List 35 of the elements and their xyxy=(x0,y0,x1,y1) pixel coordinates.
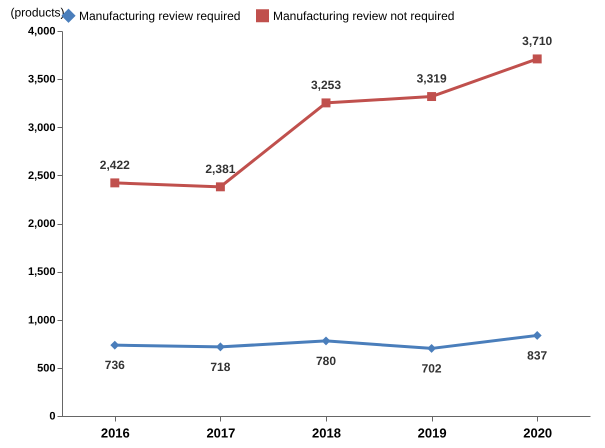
data-label: 718 xyxy=(210,360,231,374)
x-tick-label: 2017 xyxy=(206,426,236,440)
y-tick-label: 1,000 xyxy=(28,314,56,326)
y-tick-label: 2,500 xyxy=(28,170,56,182)
x-tick-label: 2020 xyxy=(523,426,552,440)
point xyxy=(532,330,542,340)
x-tick-label: 2016 xyxy=(100,426,130,440)
data-label: 2,381 xyxy=(205,162,236,176)
data-label: 3,253 xyxy=(310,78,342,92)
data-label: 3,319 xyxy=(416,72,447,86)
y-tick-label: 3,000 xyxy=(28,122,56,134)
x-tick-label: 2018 xyxy=(312,426,341,440)
point xyxy=(216,182,225,192)
y-tick-label: 2,000 xyxy=(28,218,56,230)
y-axis-title: (products) xyxy=(10,6,65,20)
data-label: 837 xyxy=(527,348,548,362)
data-label: 2,422 xyxy=(100,158,130,172)
x-tick-label: 2019 xyxy=(418,426,447,440)
y-tick-label: 0 xyxy=(49,410,56,422)
legend-label: Manufacturing review required xyxy=(79,8,240,23)
y-tick-label: 4,000 xyxy=(28,26,56,38)
y-tick-label: 1,500 xyxy=(28,266,56,278)
y-tick-label: 3,500 xyxy=(28,74,56,86)
y-tick-label: 500 xyxy=(37,362,56,374)
data-label: 736 xyxy=(104,358,126,372)
point xyxy=(427,344,436,353)
legend-label: Manufacturing review not required xyxy=(273,8,454,23)
data-label: 702 xyxy=(422,361,442,376)
data-label: 3,710 xyxy=(522,34,553,48)
data-label: 780 xyxy=(316,354,336,368)
point xyxy=(427,92,436,102)
point xyxy=(532,54,542,64)
point xyxy=(110,178,120,188)
point xyxy=(322,336,330,346)
point xyxy=(322,98,330,108)
